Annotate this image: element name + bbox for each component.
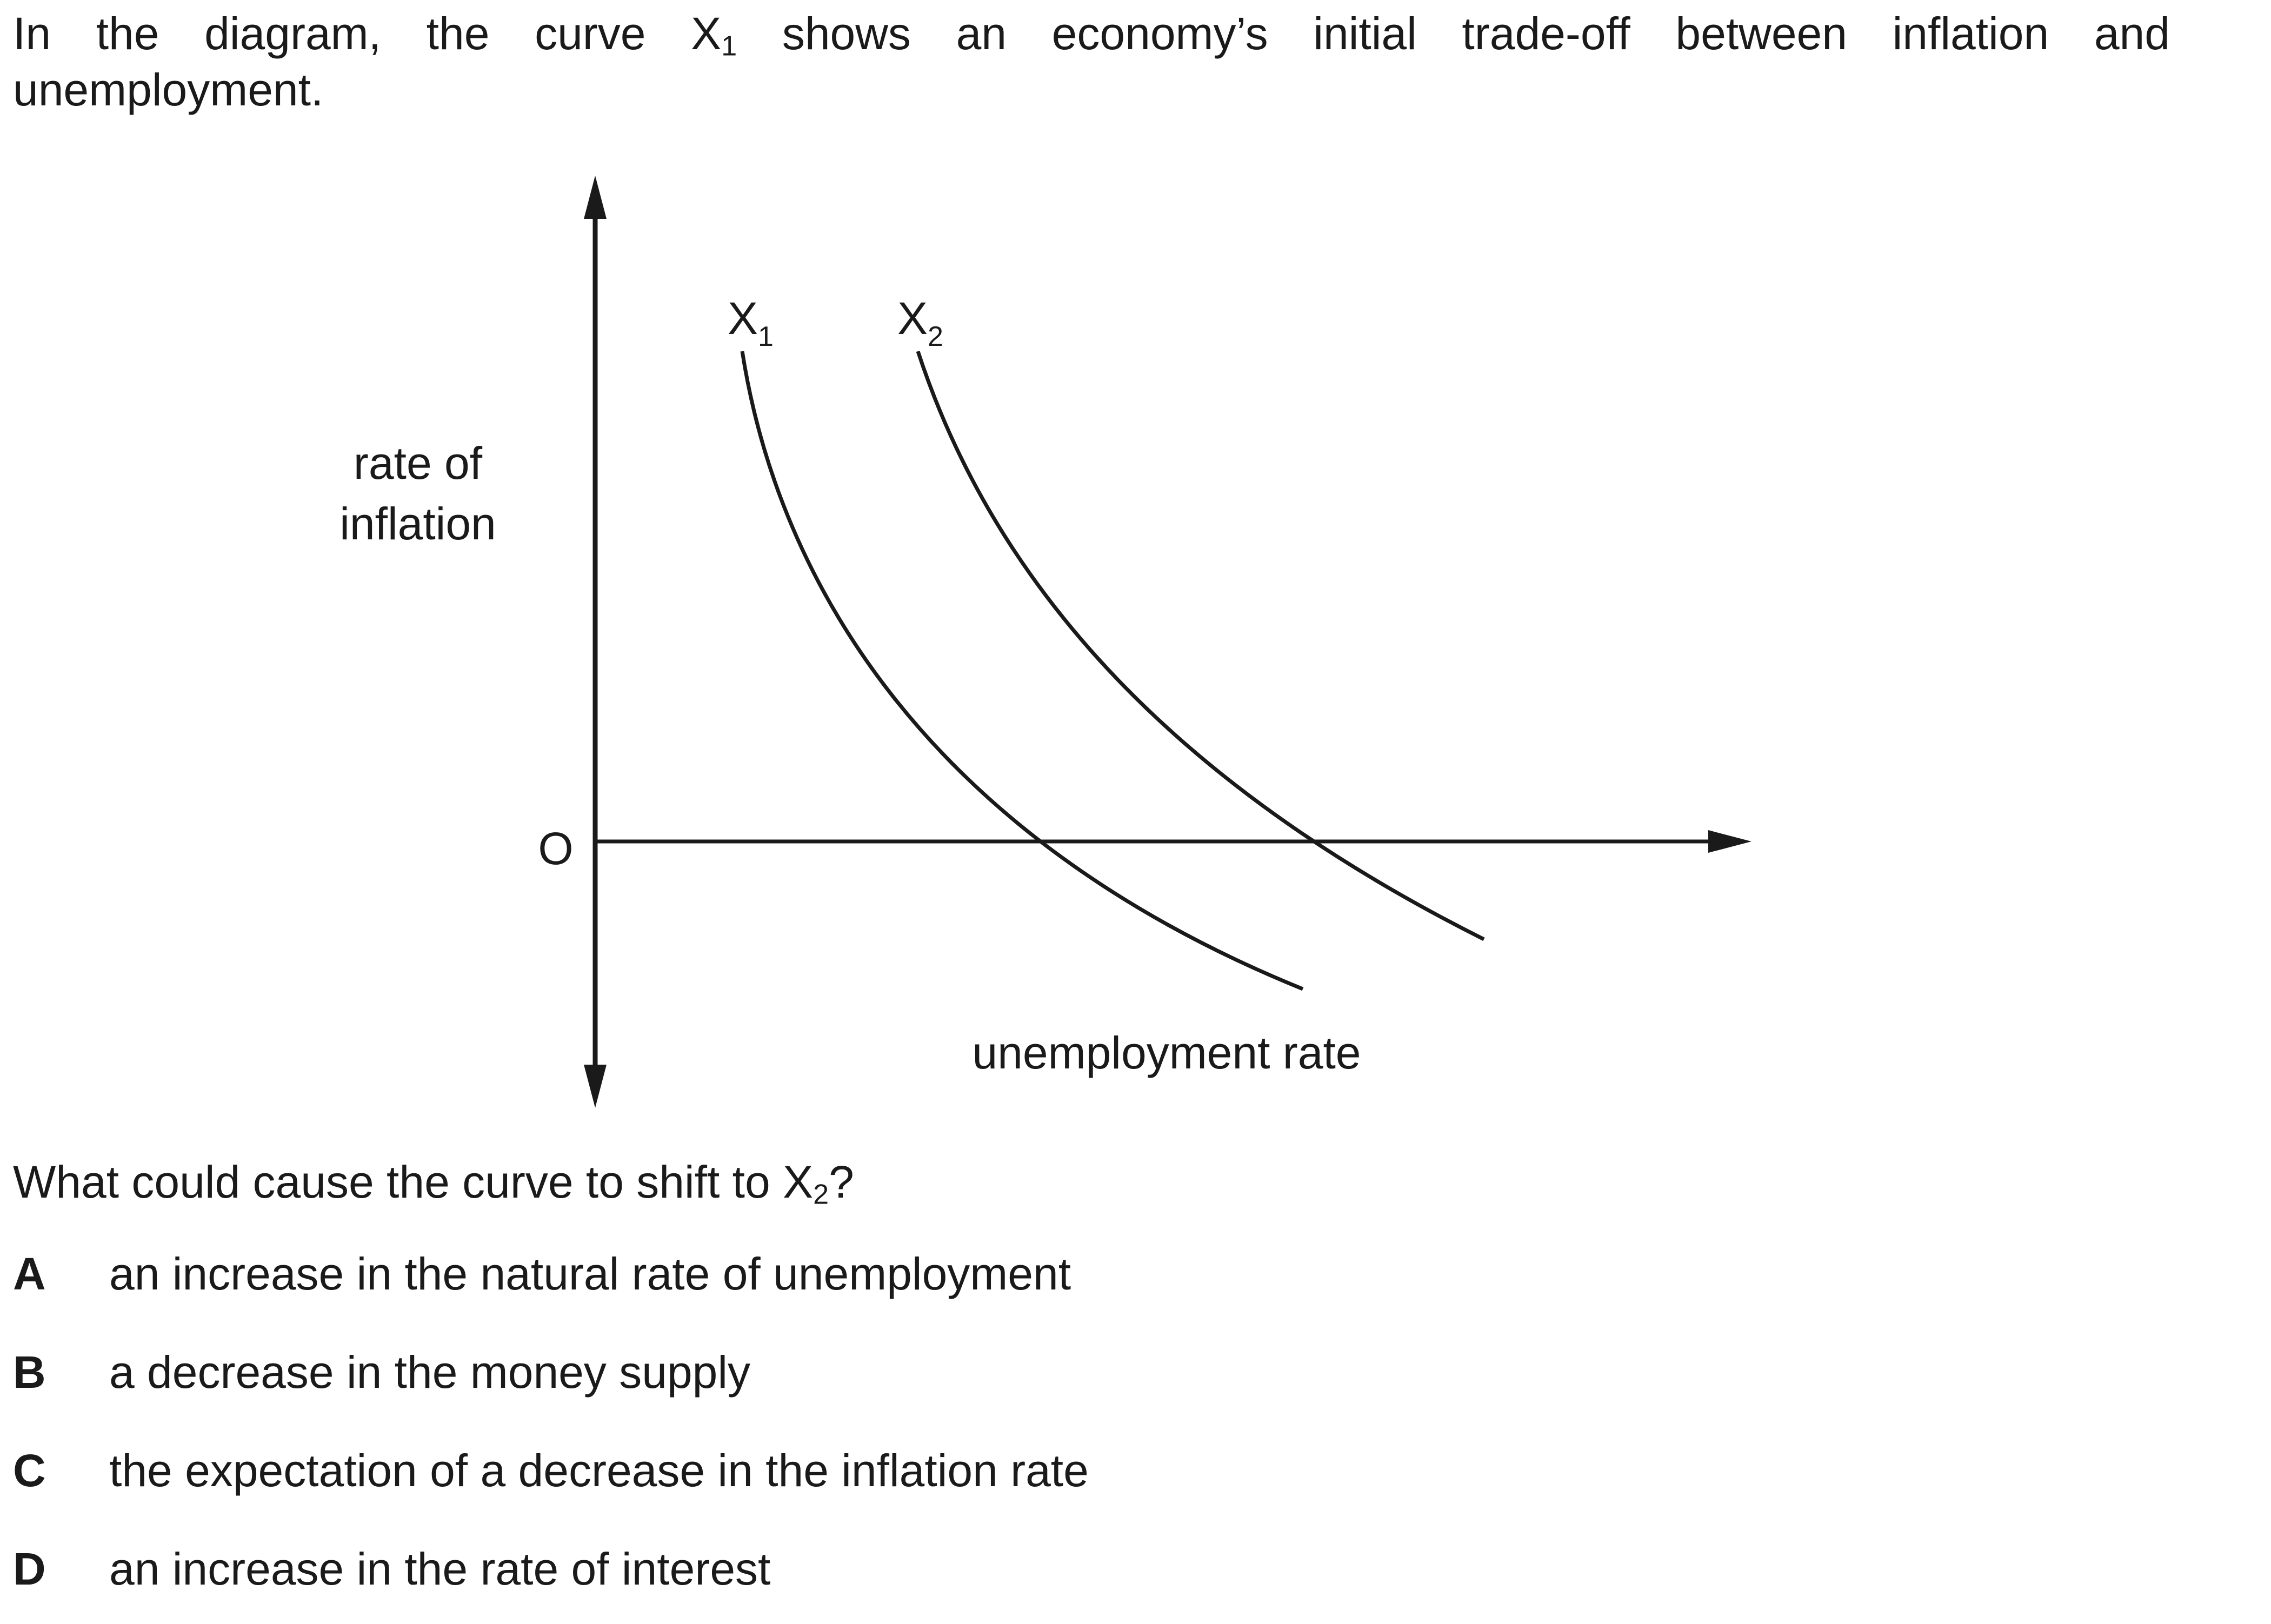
curve-x2-label: X2 bbox=[897, 293, 943, 352]
stem-line-2: unemployment. bbox=[13, 64, 324, 115]
origin-label: O bbox=[538, 823, 573, 874]
option-letter: B bbox=[13, 1347, 46, 1398]
curve-x1 bbox=[740, 351, 1304, 991]
y-axis-label-line1: rate of bbox=[354, 438, 483, 489]
curve-x1-label: X1 bbox=[728, 293, 774, 352]
option-text: an increase in the rate of interest bbox=[109, 1543, 771, 1594]
y-axis-arrow-down bbox=[584, 1065, 607, 1108]
y-axis-arrow-up bbox=[584, 176, 607, 219]
question-prompt: What could cause the curve to shift to X… bbox=[13, 1157, 854, 1211]
stem-line-1: In the diagram, the curve X1 shows an ec… bbox=[13, 8, 2170, 62]
option-text: an increase in the natural rate of unemp… bbox=[109, 1248, 1071, 1299]
option-letter: D bbox=[13, 1543, 46, 1594]
y-axis bbox=[584, 176, 607, 1108]
curve-x2 bbox=[916, 350, 1485, 941]
y-axis-label-line2: inflation bbox=[339, 498, 496, 549]
question-stem: In the diagram, the curve X1 shows an ec… bbox=[13, 5, 2170, 118]
option-letter: A bbox=[13, 1248, 46, 1299]
x-axis bbox=[595, 830, 1751, 853]
option-text: a decrease in the money supply bbox=[109, 1347, 751, 1398]
x-axis-arrow bbox=[1708, 830, 1751, 853]
option-text: the expectation of a decrease in the inf… bbox=[109, 1445, 1089, 1496]
option-letter: C bbox=[13, 1445, 46, 1496]
x-axis-label: unemployment rate bbox=[972, 1027, 1361, 1078]
